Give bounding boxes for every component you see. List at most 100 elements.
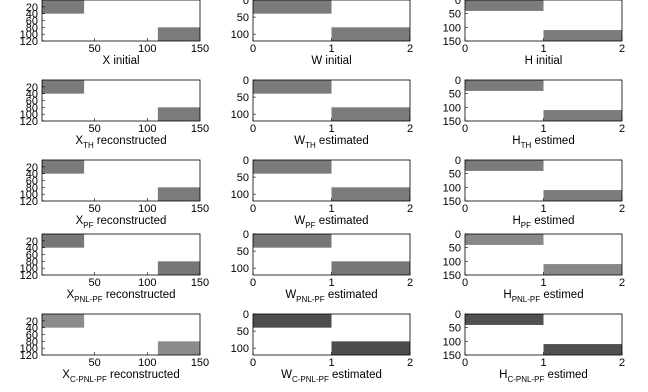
y-tick-label: 20: [26, 162, 38, 174]
y-tick-label: 0: [455, 309, 461, 321]
x-tick-label: 100: [138, 203, 156, 215]
y-tick-label: 0: [243, 75, 249, 87]
x-tick-label: 50: [89, 43, 101, 55]
x-tick-label: 0: [462, 203, 468, 215]
y-tick-label: 100: [20, 109, 38, 121]
data-block-1: [543, 190, 622, 201]
y-tick-label: 100: [443, 256, 461, 268]
panel-caption: HTH estimed: [512, 135, 574, 150]
block-group: [253, 80, 410, 121]
block-group: [465, 0, 622, 41]
data-block-1: [157, 341, 200, 355]
data-block-1: [543, 264, 622, 275]
block-group: [465, 314, 622, 355]
y-tick-label: 50: [449, 243, 461, 255]
caption-main: X: [62, 369, 70, 381]
y-tick-label: 100: [20, 29, 38, 41]
caption-main: H: [512, 135, 520, 147]
y-tick-label: 50: [449, 9, 461, 21]
caption-main: W: [285, 289, 296, 301]
caption-subscript: C-PNL-PF: [70, 375, 107, 384]
panel-caption: XPNL-PF reconstructed: [67, 289, 176, 304]
caption-subscript: TH: [305, 141, 316, 150]
y-tick-label: 60: [26, 250, 38, 262]
x-tick-label: 100: [138, 123, 156, 135]
x-tick-label: 0: [462, 277, 468, 289]
caption-tail: estimed: [544, 369, 587, 381]
caption-subscript: PNL-PF: [296, 295, 325, 304]
data-block-1: [157, 187, 200, 201]
caption-subscript: TH: [521, 141, 532, 150]
y-tick-label: 0: [455, 0, 461, 7]
caption-tail: reconstructed: [107, 369, 180, 381]
block-group: [42, 0, 200, 41]
caption-main: H: [503, 289, 511, 301]
caption-subscript: C-PNL-PF: [507, 375, 544, 384]
y-tick-label: 20: [26, 236, 38, 248]
y-tick-label: 50: [449, 89, 461, 101]
x-tick-label: 50: [89, 277, 101, 289]
caption-tail: estimed: [531, 215, 574, 227]
x-tick-label: 0: [462, 43, 468, 55]
panel-caption: X initial: [102, 55, 139, 67]
data-block-1: [543, 344, 622, 355]
x-tick-label: 0: [250, 357, 256, 369]
data-block-1: [157, 27, 200, 41]
x-tick-label: 0: [250, 277, 256, 289]
x-tick-label: 150: [191, 203, 209, 215]
x-tick-label: 2: [619, 123, 625, 135]
y-tick-label: 80: [26, 256, 38, 268]
data-block-1: [331, 187, 410, 201]
y-tick-label: 150: [443, 36, 461, 48]
block-group: [465, 160, 622, 201]
data-block-0: [42, 314, 85, 328]
block-group: [253, 160, 410, 201]
x-tick-label: 1: [540, 203, 546, 215]
y-tick-label: 80: [26, 182, 38, 194]
panel-caption: WPF estimated: [294, 215, 368, 230]
panel-caption: XC-PNL-PF reconstructed: [62, 369, 179, 384]
data-block-1: [331, 107, 410, 121]
x-tick-label: 0: [250, 123, 256, 135]
caption-tail: estimated: [325, 289, 378, 301]
y-tick-label: 40: [26, 9, 38, 21]
panel-caption: XPF reconstructed: [76, 215, 167, 230]
y-tick-label: 0: [243, 155, 249, 167]
y-tick-label: 100: [443, 22, 461, 34]
y-tick-label: 150: [443, 116, 461, 128]
caption-tail: estimated: [316, 215, 369, 227]
panel-caption: XTH reconstructed: [75, 135, 166, 150]
data-block-1: [331, 341, 410, 355]
data-block-0: [42, 0, 85, 14]
y-tick-label: 0: [243, 309, 249, 321]
data-block-0: [465, 80, 544, 91]
x-tick-label: 0: [250, 43, 256, 55]
caption-main: X: [67, 289, 75, 301]
block-group: [42, 80, 200, 121]
caption-tail: reconstructed: [94, 215, 167, 227]
x-tick-label: 1: [328, 277, 334, 289]
y-tick-label: 0: [455, 75, 461, 87]
x-tick-label: 1: [328, 123, 334, 135]
block-group: [42, 160, 200, 201]
y-tick-label: 120: [20, 350, 38, 362]
caption-tail: initial: [110, 55, 139, 67]
data-block-0: [253, 234, 332, 248]
panel-caption: HPF estimed: [512, 215, 574, 230]
x-tick-label: 1: [540, 277, 546, 289]
x-tick-label: 2: [407, 203, 413, 215]
data-block-0: [465, 314, 544, 325]
y-tick-label: 50: [237, 326, 249, 338]
caption-main: H: [512, 215, 520, 227]
x-tick-label: 100: [138, 357, 156, 369]
caption-subscript: PF: [305, 221, 315, 230]
y-tick-label: 40: [26, 323, 38, 335]
caption-main: H: [499, 369, 507, 381]
y-tick-label: 40: [26, 169, 38, 181]
